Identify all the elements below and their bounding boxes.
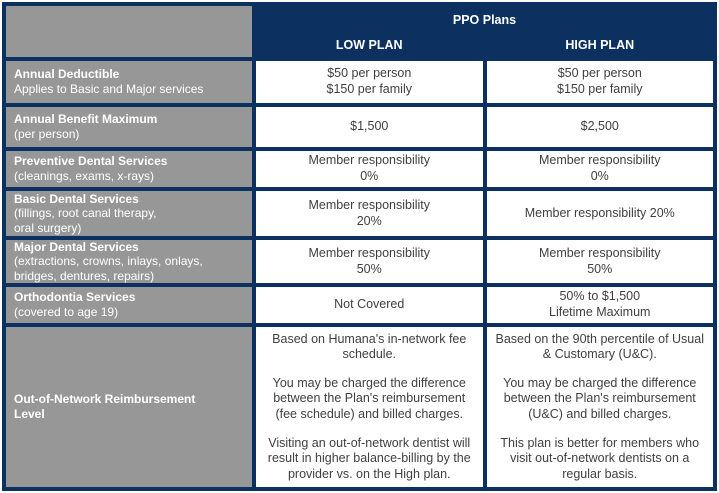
row-sublabel: (cleanings, exams, x-rays) [14, 169, 155, 183]
row-sublabel: (fillings, root canal therapy, [14, 206, 157, 221]
high-plan-cell: $2,500 [486, 107, 713, 147]
column-header-high-plan: HIGH PLAN [486, 32, 713, 57]
high-plan-cell: Member responsibility 0% [486, 151, 713, 187]
low-plan-value: Member responsibility [308, 153, 431, 168]
high-plan-value: $50 per person [557, 66, 642, 81]
row-sublabel: Applies to Basic and Major services [14, 82, 204, 96]
low-plan-value: You may be charged the difference betwee… [272, 375, 466, 421]
high-plan-value: $2,500 [580, 119, 619, 134]
row-label-cell: Annual Deductible Applies to Basic and Ma… [6, 61, 252, 103]
low-plan-value: Member responsibility [308, 197, 431, 212]
table-title: PPO Plans [256, 6, 713, 28]
high-plan-value: Member responsibility [538, 153, 661, 168]
row-sublabel: (per person) [14, 127, 80, 141]
row-label: Major Dental Services [14, 239, 139, 254]
low-plan-cell: $1,500 [256, 107, 483, 147]
row-label-cell: Basic Dental Services (fillings, root can… [6, 191, 252, 236]
high-plan-value: Lifetime Maximum [549, 305, 651, 319]
row-label: Out-of-Network Reimbursement [14, 392, 196, 407]
row-label: Annual Deductible [14, 67, 120, 82]
high-plan-cell: $50 per person $150 per family [486, 61, 713, 103]
low-plan-value: Member responsibility [308, 245, 431, 260]
row-sublabel: (covered to age 19) [14, 305, 119, 319]
high-plan-value: 0% [590, 169, 609, 183]
high-plan-value: Based on the 90th percentile of Usual & … [495, 331, 704, 362]
low-plan-value: Based on Humana's in-network fee schedul… [272, 331, 467, 362]
low-plan-value: $1,500 [350, 119, 389, 134]
row-label: Basic Dental Services [14, 191, 139, 206]
high-plan-cell: Member responsibility 20% [486, 191, 713, 236]
low-plan-cell: Member responsibility 20% [256, 191, 483, 236]
row-label-cell: Annual Benefit Maximum (per person) [6, 107, 252, 147]
low-plan-cell: Not Covered [256, 287, 483, 323]
high-plan-value: You may be charged the difference betwee… [503, 375, 697, 421]
high-plan-value: 50% to $1,500 [559, 289, 641, 304]
low-plan-value: 0% [360, 169, 379, 183]
row-sublabel: bridges, dentures, repairs) [14, 268, 155, 283]
row-label: Level [14, 407, 45, 421]
row-label-cell: Out-of-Network Reimbursement Level [6, 327, 252, 487]
high-plan-cell: 50% to $1,500 Lifetime Maximum [486, 287, 713, 323]
column-header-low-plan: LOW PLAN [256, 32, 483, 57]
high-plan-value: 50% [587, 261, 613, 276]
row-label: Orthodontia Services [14, 290, 136, 305]
row-label-cell: Orthodontia Services (covered to age 19) [6, 287, 252, 323]
row-label: Preventive Dental Services [14, 154, 168, 169]
low-plan-cell: $50 per person $150 per family [256, 61, 483, 103]
high-plan-value: $150 per family [557, 82, 643, 96]
high-plan-value: Member responsibility 20% [524, 205, 675, 220]
low-plan-cell: Member responsibility 0% [256, 151, 483, 187]
row-sublabel: oral surgery) [14, 220, 82, 235]
row-label-cell: Preventive Dental Services (cleanings, ex… [6, 151, 252, 187]
high-plan-value: Member responsibility [538, 245, 661, 260]
row-label-cell: Major Dental Services (extractions, crown… [6, 240, 252, 283]
corner-cell [6, 6, 252, 57]
low-plan-cell: Based on Humana's in-network fee schedul… [256, 327, 483, 487]
row-label: Annual Benefit Maximum [14, 112, 158, 127]
low-plan-value: Not Covered [334, 297, 405, 312]
high-plan-cell: Member responsibility 50% [486, 240, 713, 283]
low-plan-value: 20% [356, 213, 382, 228]
high-plan-value: This plan is better for members who visi… [500, 435, 700, 481]
high-plan-cell: Based on the 90th percentile of Usual & … [486, 327, 713, 487]
low-plan-value: $150 per family [326, 82, 412, 96]
low-plan-value: 50% [356, 261, 382, 276]
low-plan-cell: Member responsibility 50% [256, 240, 483, 283]
row-sublabel: (extractions, crowns, inlays, onlays, [14, 254, 203, 269]
low-plan-value: Visiting an out-of-network dentist will … [267, 435, 471, 481]
low-plan-value: $50 per person [327, 66, 412, 81]
